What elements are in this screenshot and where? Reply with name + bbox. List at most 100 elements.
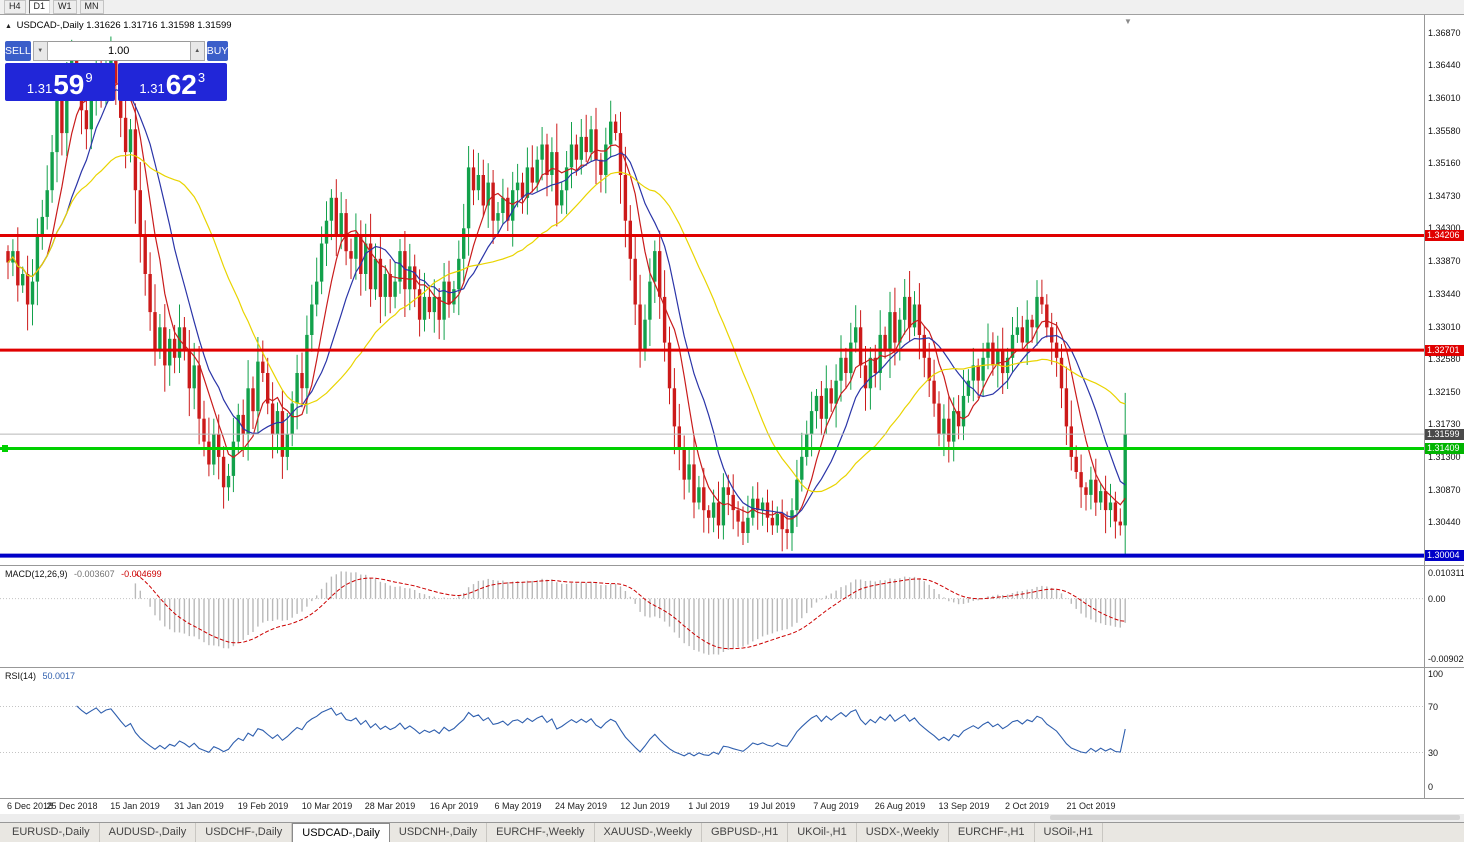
date-axis-label: 13 Sep 2019 xyxy=(938,801,990,812)
price-axis-label: 1.33010 xyxy=(1428,322,1461,333)
price-axis-label: 1.36440 xyxy=(1428,60,1461,71)
price-axis-label: 1.30440 xyxy=(1428,517,1461,528)
date-axis-label: 10 Mar 2019 xyxy=(301,801,353,812)
timeframe-button-h4[interactable]: H4 xyxy=(4,0,26,15)
rsi-axis-label: 0 xyxy=(1428,782,1434,793)
macd-value: -0.003607 xyxy=(74,569,115,580)
tab-gbpusd-h1[interactable]: GBPUSD-,H1 xyxy=(702,823,789,842)
macd-plot[interactable]: MACD(12,26,9) -0.003607 -0.004699 xyxy=(0,566,1424,668)
macd-axis[interactable]: 0.010311 0.00 -0.0090203 xyxy=(1424,566,1464,668)
price-axis-label: 1.32580 xyxy=(1428,354,1461,365)
rsi-axis[interactable]: 100 70 30 0 xyxy=(1424,668,1464,799)
chart-tab-bar: EURUSD-,Daily AUDUSD-,Daily USDCHF-,Daily U… xyxy=(0,822,1464,842)
price-chart-area[interactable]: ▲ USDCAD-,Daily 1.31626 1.31716 1.31598 … xyxy=(0,15,1424,566)
macd-chart[interactable] xyxy=(0,566,1424,666)
scrollbar-thumb[interactable] xyxy=(1050,815,1460,821)
rsi-plot[interactable]: RSI(14) 50.0017 xyxy=(0,668,1424,799)
buy-price-big: 62 xyxy=(165,69,197,101)
horizontal-scrollbar[interactable] xyxy=(0,814,1464,822)
tab-eurusd-daily[interactable]: EURUSD-,Daily xyxy=(3,823,100,842)
price-axis-label: 1.32150 xyxy=(1428,387,1461,398)
main-chart-panel: ▲ USDCAD-,Daily 1.31626 1.31716 1.31598 … xyxy=(0,15,1464,566)
tab-eurchf-h1[interactable]: EURCHF-,H1 xyxy=(949,823,1035,842)
hline-price-label: 1.32701 xyxy=(1425,345,1464,357)
timeframe-toolbar: H4 D1 W1 MN xyxy=(0,0,1464,16)
macd-axis-label: 0.00 xyxy=(1428,594,1446,605)
price-axis[interactable]: 1.36870 1.36440 1.36010 1.35580 1.35160 1.347… xyxy=(1424,15,1464,566)
one-click-trading-panel: SELL ▼ ▲ BUY 1.31 59 9 1.31 xyxy=(5,41,229,102)
price-axis-label: 1.31730 xyxy=(1428,419,1461,430)
date-axis-label: 26 Aug 2019 xyxy=(874,801,926,812)
rsi-label: RSI(14) 50.0017 xyxy=(5,671,75,681)
sell-price-display[interactable]: 1.31 59 9 xyxy=(5,63,115,102)
tab-usdcad-daily[interactable]: USDCAD-,Daily xyxy=(292,823,390,842)
date-axis-label: 7 Aug 2019 xyxy=(813,801,859,812)
macd-axis-label: 0.010311 xyxy=(1428,568,1464,579)
price-axis-label: 1.34730 xyxy=(1428,191,1461,202)
ohlc-values: 1.31626 1.31716 1.31598 1.31599 xyxy=(86,20,232,32)
volume-increase-icon: ▲ xyxy=(194,48,201,55)
sell-button[interactable]: SELL xyxy=(5,41,31,62)
date-axis-label: 1 Jul 2019 xyxy=(688,801,730,812)
macd-name: MACD(12,26,9) xyxy=(5,569,68,580)
rsi-axis-label: 100 xyxy=(1428,669,1444,680)
price-axis-label: 1.30870 xyxy=(1428,485,1461,496)
volume-input[interactable] xyxy=(47,41,190,62)
buy-price-display[interactable]: 1.31 62 3 xyxy=(117,63,227,102)
macd-axis-label: -0.0090203 xyxy=(1428,654,1464,665)
candlestick-chart[interactable] xyxy=(0,15,1424,565)
rsi-axis-label: 70 xyxy=(1428,702,1439,713)
date-axis-label: 19 Jul 2019 xyxy=(748,801,796,812)
date-axis-label: 6 May 2019 xyxy=(494,801,542,812)
date-axis-label: 12 Jun 2019 xyxy=(620,801,670,812)
price-axis-label: 1.36870 xyxy=(1428,28,1461,39)
macd-panel: MACD(12,26,9) -0.003607 -0.004699 0.0103… xyxy=(0,565,1464,668)
volume-decrease-button[interactable]: ▼ xyxy=(32,41,48,62)
price-axis-label: 1.33440 xyxy=(1428,289,1461,300)
date-axis-label: 28 Mar 2019 xyxy=(364,801,416,812)
volume-control: ▼ ▲ xyxy=(32,41,205,62)
tab-eurchf-weekly[interactable]: EURCHF-,Weekly xyxy=(487,823,595,842)
price-axis-label: 1.33870 xyxy=(1428,256,1461,267)
date-axis-label: 16 Apr 2019 xyxy=(429,801,479,812)
tab-audusd-daily[interactable]: AUDUSD-,Daily xyxy=(100,823,197,842)
price-axis-label: 1.31300 xyxy=(1428,452,1461,463)
date-axis-label: 25 Dec 2018 xyxy=(46,801,98,812)
macd-label: MACD(12,26,9) -0.003607 -0.004699 xyxy=(5,569,162,579)
date-axis[interactable]: 6 Dec 2018 25 Dec 2018 15 Jan 2019 31 Jan 2… xyxy=(0,798,1464,815)
date-axis-label: 2 Oct 2019 xyxy=(1004,801,1050,812)
symbol-title: USDCAD-,Daily xyxy=(16,20,84,32)
date-axis-label: 24 May 2019 xyxy=(554,801,608,812)
price-axis-label: 1.34300 xyxy=(1428,223,1461,234)
sell-price-big: 59 xyxy=(53,69,85,101)
date-axis-label: 31 Jan 2019 xyxy=(174,801,224,812)
date-axis-label: 6 Dec 2018 xyxy=(6,801,54,812)
tab-ukoil-h1[interactable]: UKOil-,H1 xyxy=(788,823,857,842)
price-axis-label: 1.35580 xyxy=(1428,126,1461,137)
tab-usoil-h1[interactable]: USOil-,H1 xyxy=(1035,823,1104,842)
volume-increase-button[interactable]: ▲ xyxy=(189,41,205,62)
hline-price-label: 1.30004 xyxy=(1425,550,1464,562)
tab-xauusd-weekly[interactable]: XAUUSD-,Weekly xyxy=(595,823,702,842)
hline-price-label: 1.31409 xyxy=(1425,443,1464,455)
sell-price-pip: 9 xyxy=(85,70,93,86)
price-axis-label: 1.36010 xyxy=(1428,93,1461,104)
tab-usdx-weekly[interactable]: USDX-,Weekly xyxy=(857,823,949,842)
rsi-name: RSI(14) xyxy=(5,671,37,682)
sell-price-prefix: 1.31 xyxy=(26,81,53,97)
tab-usdchf-daily[interactable]: USDCHF-,Daily xyxy=(196,823,293,842)
timeframe-button-w1[interactable]: W1 xyxy=(53,0,77,15)
rsi-chart[interactable] xyxy=(0,668,1424,797)
macd-signal-value: -0.004699 xyxy=(121,569,162,580)
rsi-value: 50.0017 xyxy=(42,671,76,682)
chart-shift-marker-icon: ▼ xyxy=(1124,17,1132,27)
tab-usdcnh-daily[interactable]: USDCNH-,Daily xyxy=(390,823,488,842)
buy-button[interactable]: BUY xyxy=(206,41,229,62)
timeframe-button-mn[interactable]: MN xyxy=(79,0,104,15)
volume-decrease-icon: ▼ xyxy=(37,48,44,55)
buy-price-prefix: 1.31 xyxy=(139,81,165,97)
date-axis-label: 21 Oct 2019 xyxy=(1066,801,1116,812)
chart-title: ▲ USDCAD-,Daily 1.31626 1.31716 1.31598 … xyxy=(5,20,232,31)
timeframe-button-d1[interactable]: D1 xyxy=(28,0,51,15)
